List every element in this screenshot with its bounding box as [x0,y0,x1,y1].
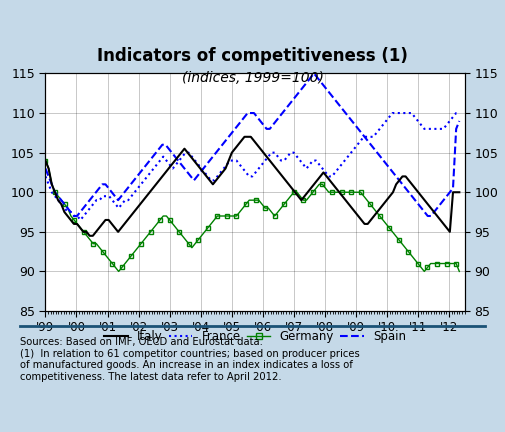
Text: Sources: Based on IMF, OECD and Eurostat data.
(1)  In relation to 61 competitor: Sources: Based on IMF, OECD and Eurostat… [20,337,360,382]
Text: Indicators of competitiveness (1): Indicators of competitiveness (1) [97,47,408,65]
Legend: Italy, France, Germany, Spain: Italy, France, Germany, Spain [99,325,411,348]
Text: (indices, 1999=100): (indices, 1999=100) [182,71,323,85]
